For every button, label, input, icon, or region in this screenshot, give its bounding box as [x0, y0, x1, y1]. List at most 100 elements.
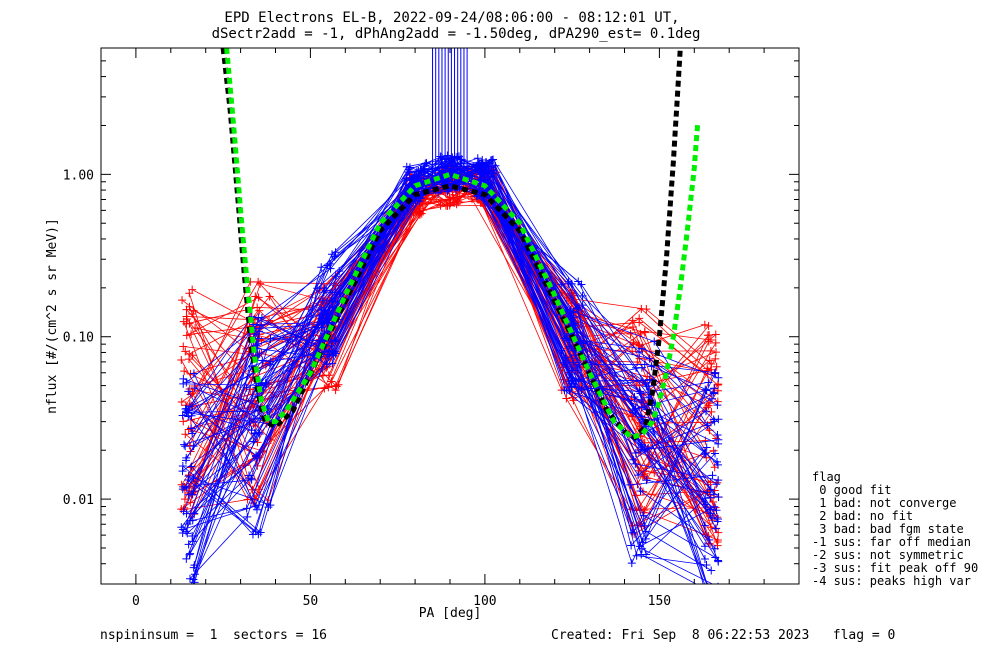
x-tick-label: 0	[132, 594, 140, 609]
plus-marker	[642, 305, 651, 314]
plus-marker	[179, 342, 188, 351]
plus-marker	[180, 367, 189, 376]
plus-marker	[571, 351, 580, 360]
plus-marker	[484, 162, 493, 171]
plus-marker	[642, 382, 651, 391]
plus-marker	[568, 393, 577, 402]
axis-layer: 0 50 100 150 0.01 0.10 1.00	[63, 47, 799, 609]
plus-marker	[574, 365, 583, 374]
plus-marker	[641, 466, 650, 475]
plus-marker	[714, 415, 723, 424]
plus-marker	[328, 359, 337, 368]
plus-marker	[265, 292, 274, 301]
plus-marker	[711, 368, 720, 377]
plus-marker	[179, 417, 188, 426]
plus-marker	[417, 209, 426, 218]
spin-line	[194, 166, 705, 492]
plus-marker	[700, 320, 709, 329]
plus-marker	[182, 554, 191, 563]
plus-marker	[640, 521, 649, 530]
plus-marker	[187, 462, 196, 471]
plus-marker	[703, 488, 712, 497]
flag-legend: flag 0 good fit 1 bad: not converge 2 ba…	[812, 470, 978, 588]
plus-marker	[706, 346, 715, 355]
plus-marker	[703, 331, 712, 340]
plus-marker	[641, 534, 650, 543]
legend-item: -1 sus: far off median	[812, 535, 971, 549]
plus-marker	[190, 509, 199, 518]
plus-marker	[706, 493, 715, 502]
plus-marker	[636, 487, 645, 496]
plus-marker	[559, 358, 568, 367]
plus-marker	[567, 319, 576, 328]
plus-marker	[177, 356, 186, 365]
plus-marker	[562, 394, 571, 403]
plus-marker	[439, 174, 448, 183]
plus-marker	[710, 417, 719, 426]
plus-marker	[317, 263, 326, 272]
plus-marker	[445, 193, 454, 202]
plus-marker	[708, 471, 717, 480]
plus-marker	[714, 557, 723, 566]
plus-marker	[712, 348, 721, 357]
plus-marker	[634, 471, 643, 480]
plus-marker	[700, 542, 709, 551]
legend-title: flag	[812, 470, 841, 484]
plus-marker	[255, 306, 264, 315]
plus-marker	[182, 509, 191, 518]
plus-marker	[190, 561, 199, 570]
plus-marker	[182, 305, 191, 314]
plus-marker	[645, 354, 654, 363]
plus-marker	[256, 321, 265, 330]
legend-item: -3 sus: fit peak off 90	[812, 561, 978, 575]
plus-marker	[188, 490, 197, 499]
plus-marker	[251, 502, 260, 511]
plus-marker	[710, 544, 719, 553]
x-tick-label: 100	[473, 594, 496, 609]
plus-marker	[704, 590, 712, 598]
plus-marker	[266, 357, 275, 366]
plus-marker	[184, 472, 193, 481]
plus-marker	[711, 354, 720, 363]
plus-marker	[261, 378, 270, 387]
plus-marker	[177, 397, 186, 406]
plus-marker	[254, 293, 263, 302]
plus-marker	[178, 529, 187, 538]
plus-marker	[711, 330, 720, 339]
legend-item: 1 bad: not converge	[812, 496, 957, 510]
plus-marker	[178, 485, 187, 494]
footer-left: nspininsum = 1 sectors = 16	[100, 628, 327, 643]
plus-marker	[474, 159, 483, 168]
plus-marker	[402, 174, 411, 183]
legend-item: 2 bad: no fit	[812, 509, 913, 523]
plus-marker	[710, 502, 719, 511]
plus-marker	[714, 476, 723, 485]
plus-marker	[714, 493, 723, 502]
plus-marker	[704, 321, 713, 330]
plus-marker	[252, 505, 261, 514]
legend-item: -2 sus: not symmetric	[812, 548, 964, 562]
y-tick-label: 0.01	[63, 493, 94, 508]
plus-marker	[473, 154, 482, 163]
plus-marker	[188, 351, 197, 360]
x-tick-label: 50	[303, 594, 319, 609]
plus-marker	[188, 516, 197, 525]
plus-marker	[180, 495, 189, 504]
plus-marker	[183, 314, 192, 323]
plus-marker	[407, 176, 416, 185]
y-tick-label: 1.00	[63, 168, 94, 183]
plus-marker	[629, 338, 638, 347]
plus-marker	[631, 404, 640, 413]
plus-marker	[324, 318, 333, 327]
plus-marker	[254, 334, 263, 343]
plus-marker	[182, 453, 191, 462]
plus-marker	[635, 318, 644, 327]
plus-marker	[711, 524, 720, 533]
x-axis-label: PA [deg]	[419, 606, 482, 621]
plus-marker	[711, 449, 720, 458]
plus-marker	[187, 330, 196, 339]
plus-marker	[327, 341, 336, 350]
plus-marker	[713, 517, 722, 526]
plus-marker	[404, 168, 413, 176]
plus-marker	[331, 381, 340, 390]
